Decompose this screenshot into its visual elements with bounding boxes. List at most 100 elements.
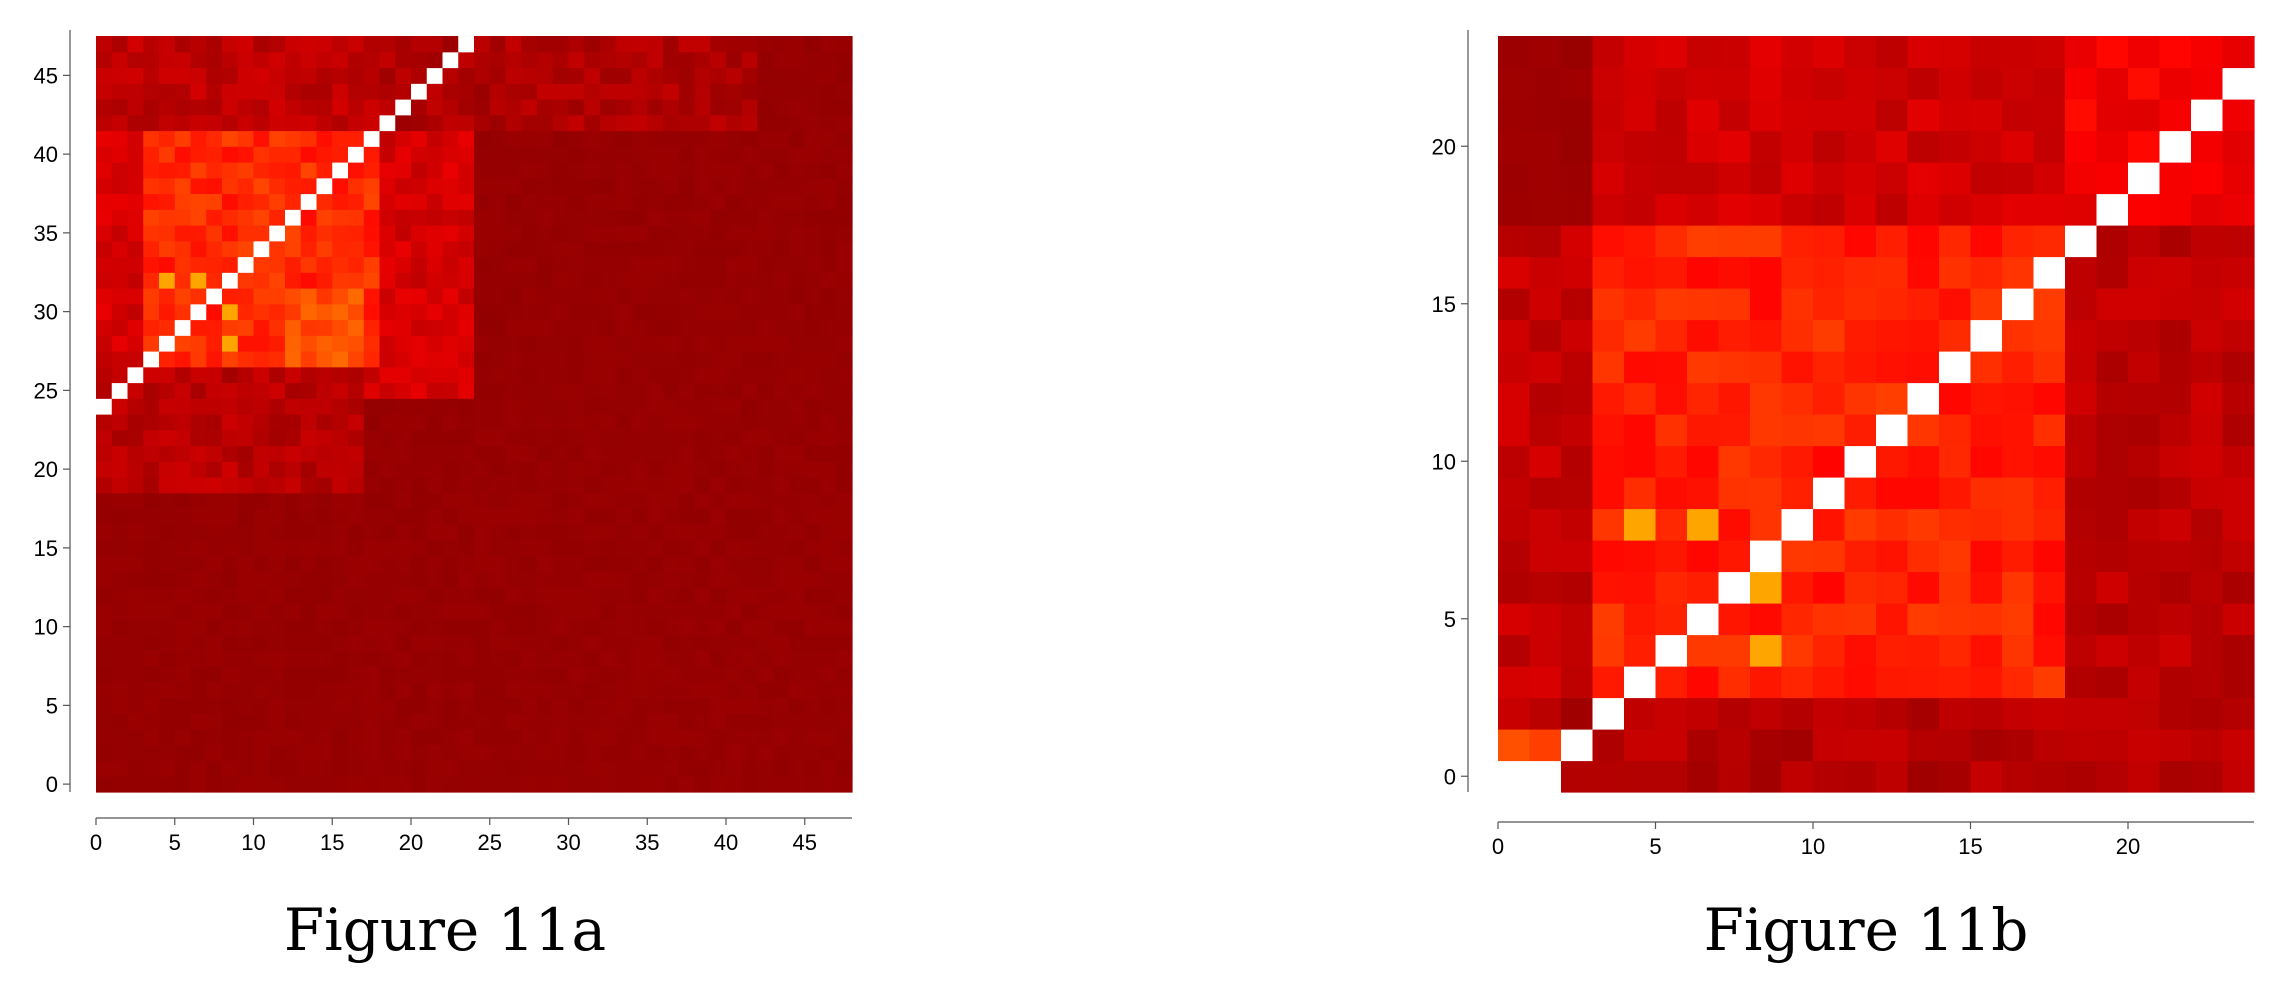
heatmap-cell (190, 713, 207, 730)
heatmap-cell (411, 650, 428, 667)
heatmap-cell (1907, 99, 1940, 132)
heatmap-cell (316, 744, 333, 762)
heatmap-cell (190, 508, 207, 525)
heatmap-cell (694, 193, 711, 210)
heatmap-cell (537, 744, 554, 762)
heatmap-cell (552, 67, 570, 84)
heatmap-cell (710, 36, 727, 53)
heatmap-cell (647, 650, 664, 667)
heatmap-cell (568, 508, 585, 525)
heatmap-cell (300, 555, 318, 573)
heatmap-cell (1718, 445, 1751, 478)
heatmap-cell (663, 603, 680, 620)
heatmap-cell (584, 634, 601, 651)
heatmap-cell (206, 650, 223, 667)
heatmap-cell (694, 461, 711, 478)
heatmap-cell (836, 114, 853, 132)
heatmap-cell (537, 461, 554, 478)
heatmap-cell (363, 67, 381, 84)
heatmap-cell (537, 114, 554, 132)
heatmap-cell (111, 146, 129, 163)
heatmap-cell (332, 83, 349, 100)
heatmap-cell (316, 555, 333, 573)
heatmap-cell (694, 634, 711, 651)
heatmap-cell (426, 524, 444, 541)
heatmap-cell (159, 555, 176, 573)
heatmap-cell (2002, 67, 2035, 100)
heatmap-cell (584, 209, 601, 226)
heatmap-cell (2128, 382, 2161, 415)
heatmap-cell (836, 130, 853, 147)
heatmap-cell (458, 414, 475, 431)
heatmap-cell (190, 288, 207, 305)
heatmap-cell (206, 540, 223, 557)
heatmap-cell (143, 760, 160, 777)
heatmap-cell (1844, 571, 1877, 604)
heatmap-cell (694, 587, 711, 604)
heatmap-cell (1561, 697, 1594, 730)
heatmap-cell (395, 162, 412, 179)
heatmap-cell (190, 351, 207, 368)
heatmap-cell (348, 524, 365, 541)
heatmap-cell (537, 67, 554, 84)
heatmap-cell (174, 571, 192, 588)
heatmap-cell (521, 398, 538, 415)
heatmap-cell (206, 36, 223, 53)
heatmap-cell (568, 240, 585, 258)
heatmap-cell (174, 398, 192, 415)
heatmap-cell (2002, 697, 2035, 730)
heatmap-cell (332, 744, 349, 762)
heatmap-cell (584, 146, 601, 163)
heatmap-cell (505, 366, 522, 384)
heatmap-cell (1813, 571, 1846, 604)
heatmap-cell (237, 760, 255, 777)
heatmap-cell (489, 618, 507, 636)
heatmap-cell (111, 697, 129, 714)
heatmap-cell (300, 382, 318, 399)
heatmap-cell (190, 540, 207, 557)
heatmap-cell (332, 256, 349, 273)
heatmap-cell (1970, 130, 2003, 163)
heatmap-cell (1561, 729, 1594, 762)
heatmap-cell (836, 193, 853, 210)
heatmap-cell (741, 114, 759, 132)
heatmap-cell (174, 555, 192, 573)
heatmap-cell (348, 303, 365, 321)
heatmap-cell (710, 335, 727, 352)
heatmap-cell (190, 666, 207, 683)
heatmap-cell (111, 398, 129, 415)
heatmap-cell (537, 571, 554, 588)
heatmap-cell (442, 303, 459, 321)
heatmap-cell (379, 445, 396, 462)
heatmap-cell (426, 272, 444, 289)
heatmap-cell (678, 445, 696, 462)
heatmap-cell (615, 603, 633, 620)
heatmap-cell (159, 114, 176, 132)
heatmap-cell (804, 760, 822, 777)
heatmap-cell (285, 272, 302, 289)
heatmap-cell (836, 146, 853, 163)
heatmap-cell (678, 130, 696, 147)
heatmap-cell (2033, 571, 2066, 604)
heatmap-cell (395, 303, 412, 321)
heatmap-cell (820, 603, 837, 620)
heatmap-cell (190, 83, 207, 100)
heatmap-cell (694, 555, 711, 573)
heatmap-cell (111, 571, 129, 588)
heatmap-cell (379, 429, 396, 447)
heatmap-cell (1844, 760, 1877, 793)
heatmap-cell (2096, 729, 2129, 762)
heatmap-cell (489, 713, 507, 730)
heatmap-cell (773, 650, 790, 667)
heatmap-cell (458, 225, 475, 242)
heatmap-cell (1844, 319, 1877, 352)
heatmap-cell (2002, 351, 2035, 384)
heatmap-cell (174, 414, 192, 431)
heatmap-cell (804, 713, 822, 730)
heatmap-cell (789, 681, 806, 699)
heatmap-cell (316, 729, 333, 746)
heatmap-cell (726, 319, 743, 336)
heatmap-cell (505, 461, 522, 478)
heatmap-cell (552, 225, 570, 242)
heatmap-cell (222, 36, 239, 53)
